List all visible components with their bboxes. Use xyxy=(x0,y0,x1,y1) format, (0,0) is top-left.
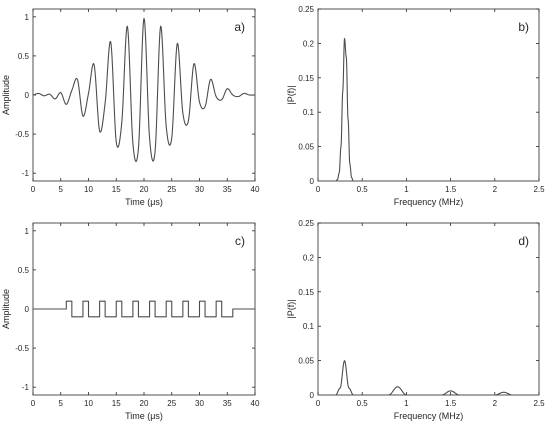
x-tick-label: 0 xyxy=(31,399,36,408)
x-tick-label: 20 xyxy=(140,185,149,194)
y-tick-label: 1 xyxy=(25,227,30,236)
x-tick-label: 15 xyxy=(112,185,121,194)
x-tick-label: 35 xyxy=(223,185,232,194)
y-axis-label: Amplitude xyxy=(1,289,11,329)
series-line xyxy=(318,360,539,396)
plot-frame xyxy=(32,8,256,182)
x-tick-label: 0 xyxy=(316,399,321,408)
plot-frame xyxy=(32,222,256,396)
x-tick-label: 20 xyxy=(140,399,149,408)
y-tick-label: -0.5 xyxy=(15,344,29,353)
y-tick-label: -1 xyxy=(22,169,30,178)
y-tick-label: 0.1 xyxy=(303,322,315,331)
panel-label: d) xyxy=(518,234,529,248)
x-tick-label: 1.5 xyxy=(445,399,457,408)
x-tick-label: 10 xyxy=(84,399,93,408)
x-tick-label: 1.5 xyxy=(445,185,457,194)
panel-0: 0 5 10 15 20 25 30 35 40 -1 -0.5 0 0.5 1 Time (μs) Ampl… xyxy=(1,8,260,207)
y-axis-label: |P(f)| xyxy=(286,299,296,318)
y-tick-label: 0 xyxy=(310,391,315,400)
y-tick-label: 0 xyxy=(25,305,30,314)
x-tick-label: 1 xyxy=(404,185,409,194)
x-tick-label: 0.5 xyxy=(357,185,369,194)
y-tick-label: 0.25 xyxy=(298,5,314,14)
y-tick-label: 0.5 xyxy=(18,266,30,275)
x-tick-label: 0.5 xyxy=(357,399,369,408)
x-tick-label: 2.5 xyxy=(533,185,545,194)
plot-frame xyxy=(317,222,540,396)
panel-label: a) xyxy=(234,20,245,34)
y-tick-label: -0.5 xyxy=(15,130,29,139)
x-tick-label: 1 xyxy=(404,399,409,408)
x-tick-label: 2 xyxy=(493,185,498,194)
y-tick-label: 0.2 xyxy=(303,39,315,48)
y-tick-label: 0 xyxy=(310,177,315,186)
panel-1: 0 0.5 1 1.5 2 2.5 0 0.05 0.1 0.15 0.2 0.25 Frequency… xyxy=(286,5,545,207)
y-tick-label: 0.25 xyxy=(298,219,314,228)
y-tick-label: 0.15 xyxy=(298,74,314,83)
series-line xyxy=(32,17,256,162)
y-tick-label: 0.5 xyxy=(18,52,30,61)
x-axis-label: Time (μs) xyxy=(125,411,163,421)
panel-label: c) xyxy=(235,234,245,248)
x-tick-label: 2.5 xyxy=(533,399,545,408)
x-tick-label: 0 xyxy=(31,185,36,194)
x-tick-label: 25 xyxy=(167,399,176,408)
x-tick-label: 35 xyxy=(223,399,232,408)
y-axis-label: Amplitude xyxy=(1,75,11,115)
y-axis-label: |P(f)| xyxy=(286,85,296,104)
x-tick-label: 15 xyxy=(112,399,121,408)
x-axis-label: Frequency (MHz) xyxy=(394,197,464,207)
x-axis-label: Time (μs) xyxy=(125,197,163,207)
y-tick-label: 0 xyxy=(25,91,30,100)
x-tick-label: 30 xyxy=(195,399,204,408)
y-tick-label: 1 xyxy=(25,13,30,22)
panel-3: 0 0.5 1 1.5 2 2.5 0 0.05 0.1 0.15 0.2 0.25 Frequency… xyxy=(286,219,545,421)
x-tick-label: 0 xyxy=(316,185,321,194)
y-tick-label: 0.05 xyxy=(298,357,314,366)
y-tick-label: 0.15 xyxy=(298,288,314,297)
y-tick-label: 0.2 xyxy=(303,253,315,262)
y-tick-label: 0.05 xyxy=(298,143,314,152)
panel-2: 0 5 10 15 20 25 30 35 40 -1 -0.5 0 0.5 1 Time (μs) Ampl… xyxy=(1,222,260,421)
x-tick-label: 40 xyxy=(251,185,260,194)
panel-label: b) xyxy=(518,20,529,34)
series-line xyxy=(33,300,255,318)
x-tick-label: 5 xyxy=(59,399,64,408)
x-tick-label: 25 xyxy=(167,185,176,194)
x-tick-label: 5 xyxy=(59,185,64,194)
x-axis-label: Frequency (MHz) xyxy=(394,411,464,421)
y-tick-label: 0.1 xyxy=(303,108,315,117)
x-tick-label: 30 xyxy=(195,185,204,194)
series-line xyxy=(318,38,539,182)
x-tick-label: 2 xyxy=(493,399,498,408)
y-tick-label: -1 xyxy=(22,383,30,392)
plot-frame xyxy=(317,8,540,182)
x-tick-label: 10 xyxy=(84,185,93,194)
x-tick-label: 40 xyxy=(251,399,260,408)
